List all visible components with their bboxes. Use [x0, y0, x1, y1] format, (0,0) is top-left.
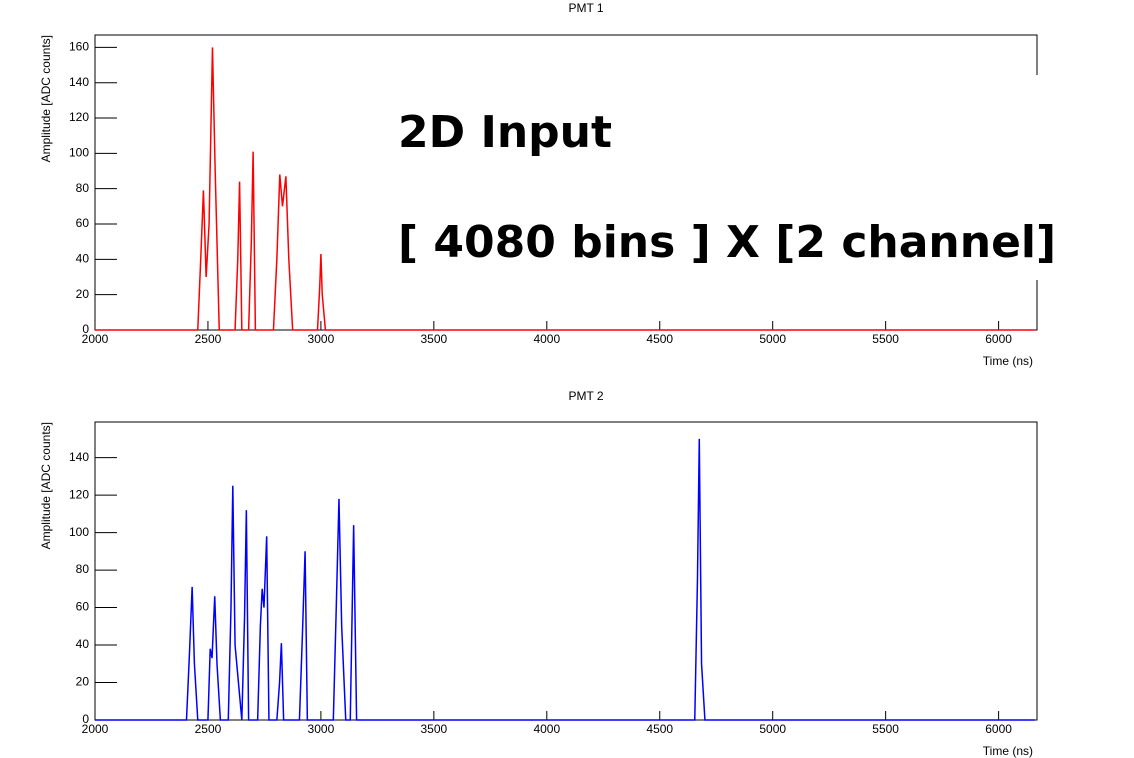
y-tick-label: 20: [76, 287, 90, 301]
waveform: [95, 438, 1035, 721]
waveform: [95, 47, 1035, 331]
chart-title: PMT 2: [568, 389, 603, 403]
x-axis-label: Time (ns): [983, 354, 1033, 368]
x-tick-label: 5000: [759, 722, 786, 736]
overlay-subtitle: [ 4080 bins ] X [2 channel]: [398, 217, 1056, 268]
y-tick-label: 40: [76, 252, 90, 266]
x-axis-label: Time (ns): [983, 744, 1033, 758]
y-tick-label: 0: [82, 322, 89, 336]
y-tick-label: 0: [82, 712, 89, 726]
y-tick-label: 40: [76, 637, 90, 651]
x-tick-label: 3000: [308, 722, 335, 736]
plot-frame: [94, 421, 1038, 721]
y-tick-label: 80: [76, 562, 90, 576]
chart-title: PMT 1: [568, 1, 603, 15]
x-tick-label: 2000: [82, 332, 109, 346]
x-tick-label: 5500: [872, 722, 899, 736]
y-tick-label: 140: [69, 450, 89, 464]
x-tick-label: 6000: [985, 722, 1012, 736]
x-tick-label: 2500: [195, 722, 222, 736]
y-tick-label: 120: [69, 110, 89, 124]
y-tick-label: 100: [69, 525, 89, 539]
x-tick-label: 4000: [533, 332, 560, 346]
y-tick-label: 20: [76, 675, 90, 689]
x-tick-label: 4500: [646, 722, 673, 736]
y-tick-label: 60: [76, 600, 90, 614]
x-tick-label: 4000: [533, 722, 560, 736]
y-tick-label: 60: [76, 216, 90, 230]
y-tick-label: 160: [69, 40, 89, 54]
y-tick-label: 100: [69, 146, 89, 160]
x-tick-label: 2000: [82, 722, 109, 736]
y-tick-label: 80: [76, 181, 90, 195]
x-tick-label: 2500: [195, 332, 222, 346]
overlay-box: [385, 75, 1134, 280]
x-tick-label: 4500: [646, 332, 673, 346]
y-axis-label: Amplitude [ADC counts]: [39, 35, 53, 162]
x-tick-label: 3000: [308, 332, 335, 346]
overlay-title: 2D Input: [398, 107, 612, 158]
x-tick-label: 3500: [420, 332, 447, 346]
x-tick-label: 5000: [759, 332, 786, 346]
y-axis-label: Amplitude [ADC counts]: [39, 422, 53, 549]
y-tick-label: 140: [69, 75, 89, 89]
x-tick-label: 6000: [985, 332, 1012, 346]
x-tick-label: 3500: [420, 722, 447, 736]
x-tick-label: 5500: [872, 332, 899, 346]
y-tick-label: 120: [69, 487, 89, 501]
